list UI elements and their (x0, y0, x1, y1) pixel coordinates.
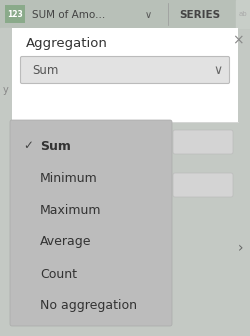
Text: Count: Count (40, 267, 77, 281)
Text: ×: × (231, 33, 243, 47)
Bar (0, 0, 250, 28)
Text: Minimum: Minimum (40, 171, 97, 184)
Text: ✓: ✓ (23, 139, 33, 153)
Text: ∨: ∨ (212, 64, 222, 77)
Text: Aggregation: Aggregation (26, 38, 108, 50)
Text: Average: Average (40, 236, 91, 249)
Text: y: y (3, 85, 9, 95)
Text: SERIES: SERIES (179, 9, 220, 19)
FancyBboxPatch shape (172, 173, 232, 197)
Text: Maximum: Maximum (40, 204, 101, 216)
Text: ab: ab (238, 11, 246, 17)
FancyBboxPatch shape (12, 28, 237, 122)
Text: ∨: ∨ (144, 9, 151, 19)
Bar (5, 5, 25, 23)
Text: No aggregation: No aggregation (40, 299, 136, 312)
Text: Sum: Sum (40, 139, 70, 153)
Bar (235, 0, 250, 28)
Text: ›: › (237, 241, 243, 255)
Bar (0, 28, 12, 336)
Text: Sum: Sum (32, 64, 58, 77)
Text: 123: 123 (7, 10, 23, 19)
Text: SUM of Amo...: SUM of Amo... (32, 9, 105, 19)
FancyBboxPatch shape (172, 130, 232, 154)
Bar (169, 122, 250, 336)
FancyBboxPatch shape (10, 120, 171, 326)
FancyBboxPatch shape (20, 56, 229, 84)
